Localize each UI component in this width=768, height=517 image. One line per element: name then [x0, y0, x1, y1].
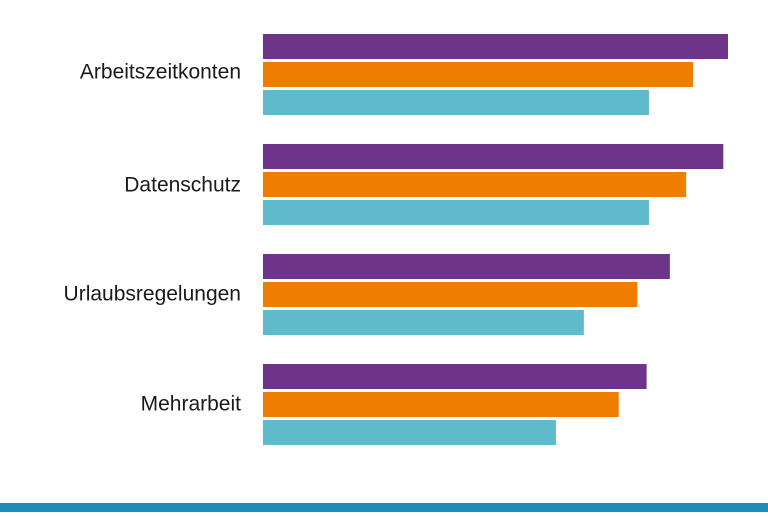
bar-1-urlaubsregelungen: [263, 254, 670, 279]
category-label: Arbeitszeitkonten: [80, 61, 241, 84]
bar-2-mehrarbeit: [263, 392, 619, 417]
bar-1-mehrarbeit: [263, 364, 647, 389]
category-label: Datenschutz: [124, 174, 241, 197]
bar-3-arbeitszeitkonten: [263, 90, 649, 115]
footer-stripe: [0, 503, 768, 512]
bar-1-datenschutz: [263, 144, 724, 169]
bar-3-mehrarbeit: [263, 420, 556, 445]
bar-2-datenschutz: [263, 172, 687, 197]
category-labels-group: Arbeitszeitkonten Datenschutz Urlaubsreg…: [64, 61, 242, 416]
bar-1-arbeitszeitkonten: [263, 34, 728, 59]
bar-2-urlaubsregelungen: [263, 282, 638, 307]
category-label: Mehrarbeit: [141, 393, 242, 416]
bar-2-arbeitszeitkonten: [263, 62, 694, 87]
bar-3-urlaubsregelungen: [263, 310, 584, 335]
bar-3-datenschutz: [263, 200, 649, 225]
bars-group: [263, 34, 728, 445]
category-label: Urlaubsregelungen: [64, 283, 241, 306]
